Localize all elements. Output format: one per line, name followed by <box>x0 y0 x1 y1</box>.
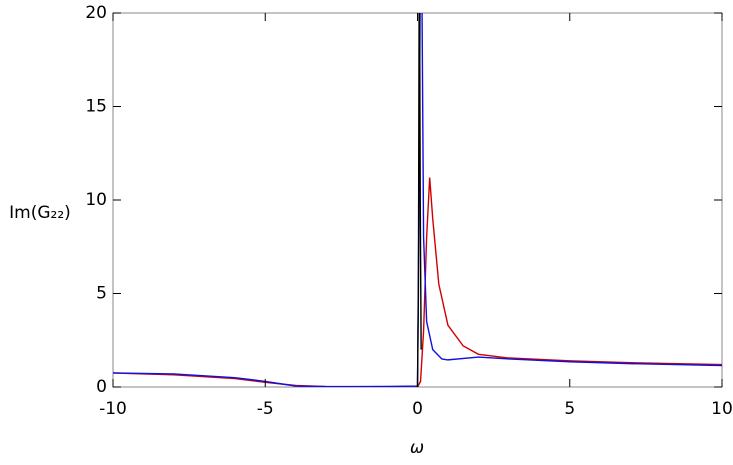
x-tick-label: -5 <box>257 399 274 419</box>
data-line <box>113 13 722 387</box>
y-axis-label: Im(G₂₂) <box>9 203 71 223</box>
data-line <box>416 13 422 387</box>
x-tick-label: -10 <box>99 399 127 419</box>
y-tick-label: 5 <box>96 284 107 304</box>
y-tick-label: 20 <box>85 3 107 23</box>
x-tick-label: 0 <box>412 399 423 419</box>
y-tick-label: 10 <box>85 190 107 210</box>
y-tick-label: 15 <box>85 97 107 117</box>
x-tick-label: 10 <box>711 399 733 419</box>
x-tick-label: 5 <box>564 399 575 419</box>
y-tick-label: 0 <box>96 377 107 397</box>
x-axis-label: ω <box>410 438 424 458</box>
plot-area <box>113 13 722 387</box>
